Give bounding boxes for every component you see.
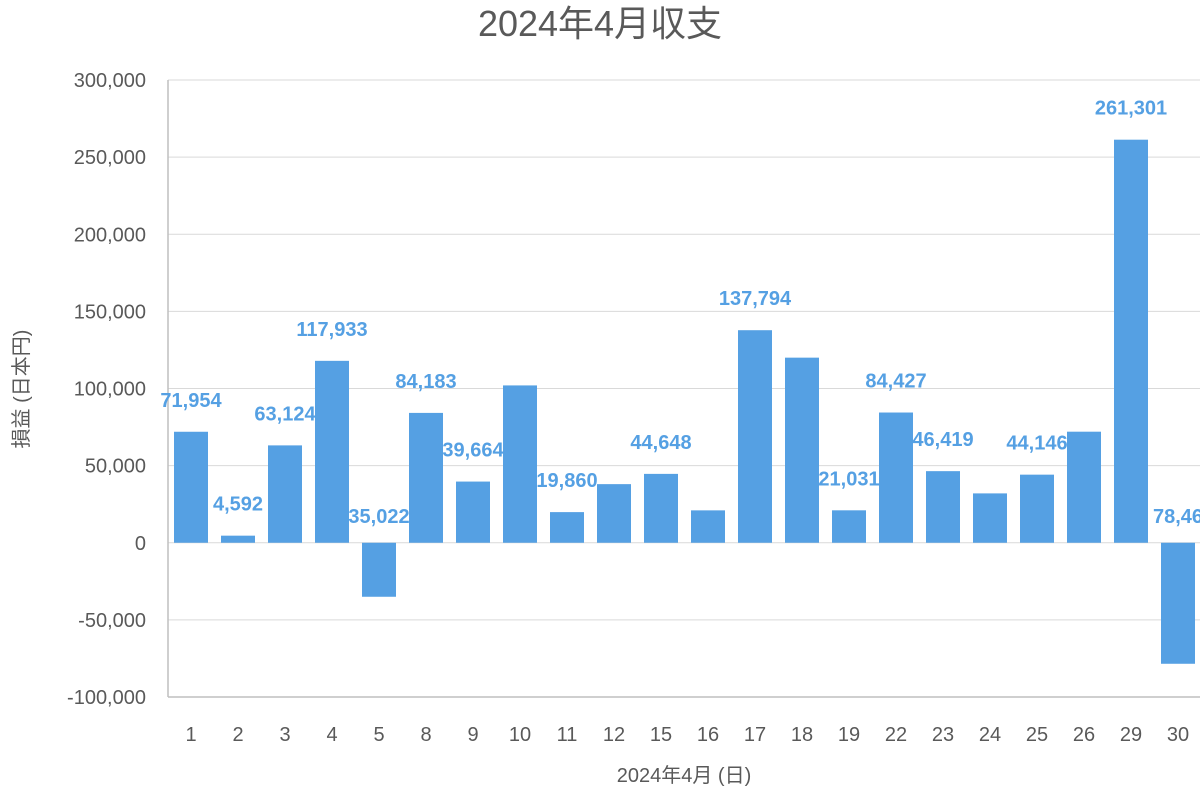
bars-layer [174, 139, 1195, 664]
x-tick-label: 25 [1026, 724, 1048, 746]
x-tick-label: 16 [697, 724, 719, 746]
x-tick-label: 1 [185, 724, 196, 746]
data-label: 21,031 [818, 468, 879, 490]
x-tick-label: 30 [1167, 724, 1189, 746]
bar [691, 510, 725, 543]
x-tick-label: 8 [420, 724, 431, 746]
y-tick-label: 150,000 [74, 301, 146, 323]
bar [550, 512, 584, 543]
y-tick-label: 300,000 [74, 70, 146, 92]
bar [315, 360, 349, 543]
bar [644, 473, 678, 543]
data-label: 137,794 [719, 288, 792, 310]
x-tick-label: 15 [650, 724, 672, 746]
data-label: 39,664 [442, 440, 504, 462]
x-tick-label: 9 [467, 724, 478, 746]
bar [879, 412, 913, 543]
data-label: 46,419 [912, 429, 973, 451]
x-axis-title: 2024年4月 (日) [617, 764, 752, 787]
data-label: 84,427 [865, 371, 926, 393]
bar [1067, 431, 1101, 543]
y-tick-label: -100,000 [67, 687, 146, 709]
data-label: 4,592 [213, 494, 263, 516]
data-label: 78,46 [1153, 506, 1200, 528]
data-label: 44,648 [630, 432, 691, 454]
x-tick-label: 5 [373, 724, 384, 746]
bar [973, 493, 1007, 543]
bar [1020, 474, 1054, 543]
y-tick-label: 50,000 [85, 456, 146, 478]
bar [456, 481, 490, 543]
x-tick-label: 4 [326, 724, 337, 746]
data-label: 71,954 [160, 390, 222, 412]
y-tick-label: 200,000 [74, 224, 146, 246]
x-tick-label: 26 [1073, 724, 1095, 746]
bar [1161, 542, 1195, 664]
data-label: 117,933 [296, 319, 367, 341]
data-label: 84,183 [395, 371, 456, 393]
data-label: 35,022 [348, 506, 409, 528]
x-tick-label: 3 [279, 724, 290, 746]
bar [785, 357, 819, 543]
y-axis-ticks: -100,000 -50,000 0 50,000 100,000 150,000 200,… [67, 70, 146, 709]
x-tick-label: 22 [885, 724, 907, 746]
x-tick-label: 29 [1120, 724, 1142, 746]
x-tick-label: 18 [791, 724, 813, 746]
x-tick-label: 11 [557, 724, 578, 746]
bar [926, 471, 960, 543]
bar [174, 431, 208, 543]
x-tick-label: 23 [932, 724, 954, 746]
data-label: 44,146 [1006, 433, 1067, 455]
x-tick-label: 12 [603, 724, 625, 746]
y-tick-label: 100,000 [74, 379, 146, 401]
bar [362, 542, 396, 597]
bar [1114, 139, 1148, 543]
bar [503, 385, 537, 543]
y-axis-title: 損益 (日本円) [10, 330, 33, 449]
data-label: 63,124 [254, 403, 316, 425]
chart-title: 2024年4月収支 [478, 3, 722, 44]
x-tick-label: 10 [509, 724, 531, 746]
data-label: 261,301 [1095, 98, 1167, 120]
y-tick-label: 0 [135, 533, 146, 555]
x-tick-label: 19 [838, 724, 860, 746]
data-labels-layer: 71,954 4,592 63,124 117,933 35,022 84,183 39,6… [160, 98, 1200, 528]
bar [221, 535, 255, 543]
bar [597, 484, 631, 543]
x-tick-label: 2 [232, 724, 243, 746]
y-tick-label: 250,000 [74, 147, 146, 169]
bar [832, 510, 866, 543]
x-tick-label: 24 [979, 724, 1001, 746]
x-axis-ticks: 1 2 3 4 5 8 9 10 11 12 15 16 17 18 19 22 23 24 25 26 29 30 [185, 724, 1189, 746]
data-label: 19,860 [536, 470, 597, 492]
y-tick-label: -50,000 [78, 610, 146, 632]
x-tick-label: 17 [744, 724, 766, 746]
bar [268, 445, 302, 543]
bar [409, 412, 443, 543]
bar [738, 330, 772, 543]
